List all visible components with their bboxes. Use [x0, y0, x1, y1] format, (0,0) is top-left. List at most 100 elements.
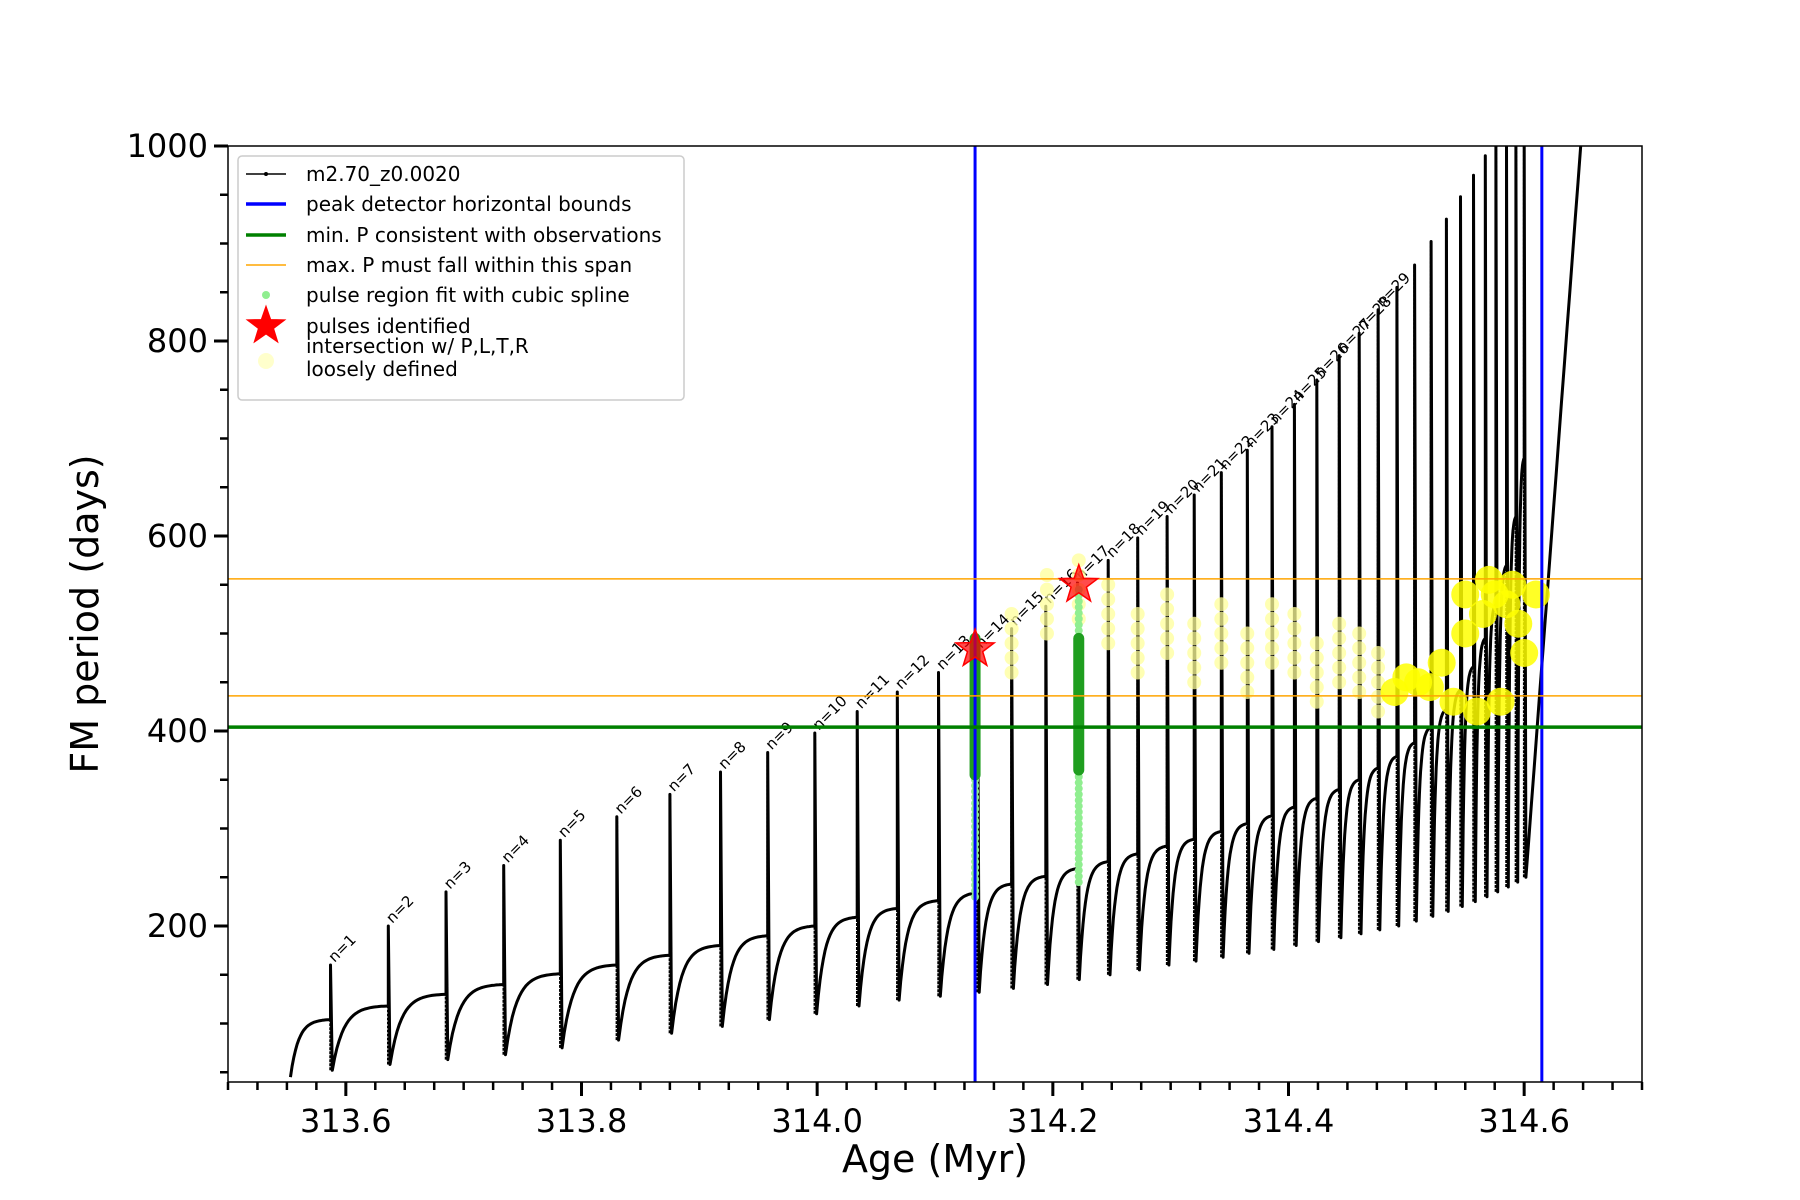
intersection-marker-6-1	[1160, 646, 1175, 660]
spline-point-2-509	[1074, 620, 1083, 629]
intersection-marker-7-4	[1187, 631, 1202, 646]
y-tick-label-4: 800	[147, 322, 208, 360]
intersection-marker-15-3	[1371, 675, 1386, 690]
legend-label-3: min. P consistent with observations	[306, 223, 662, 247]
intersection-marker-1-3	[1004, 636, 1019, 651]
intersection-blob-10	[1486, 687, 1515, 716]
intersection-marker-14-4	[1352, 641, 1367, 656]
x-tick-label-1: 313.6	[300, 1102, 392, 1140]
intersection-marker-1-4	[1004, 621, 1019, 636]
legend-label-6: pulses identified	[306, 314, 471, 338]
x-tick-label-5: 314.4	[1243, 1102, 1335, 1140]
intersection-marker-9-2	[1240, 670, 1255, 685]
intersection-marker-5-5	[1130, 607, 1145, 621]
intersection-marker-13-1	[1332, 675, 1347, 690]
intersection-marker-11-2	[1287, 650, 1302, 665]
intersection-marker-5-2	[1130, 650, 1145, 665]
legend-swatch-marker-1	[264, 172, 268, 176]
intersection-marker-2-5	[1039, 568, 1054, 582]
y-tick-label-1: 200	[147, 907, 208, 945]
pulse-identified-star-2	[1057, 562, 1100, 603]
spline-point-2-287	[1074, 837, 1083, 846]
intersection-blob-4	[1451, 619, 1480, 648]
pulse-identified-star-1	[953, 626, 997, 668]
spline-point-2-263	[1074, 860, 1083, 869]
intersection-marker-6-2	[1160, 631, 1175, 646]
legend-label-1: m2.70_z0.0020	[306, 162, 461, 186]
y-tick-label-2: 400	[147, 712, 208, 750]
intersection-blob-9	[1510, 639, 1539, 667]
intersection-marker-4-5	[1101, 577, 1116, 592]
intersection-marker-15-5	[1371, 646, 1386, 660]
spline-point-2-329	[1074, 796, 1083, 805]
intersection-marker-4-3	[1101, 607, 1116, 621]
spline-point-2-311	[1074, 813, 1083, 822]
spline-point-2-335	[1074, 790, 1083, 799]
intersection-marker-10-2	[1265, 641, 1280, 656]
intersection-marker-1-2	[1004, 650, 1019, 665]
intersection-marker-13-5	[1332, 616, 1347, 631]
intersection-marker-12-1	[1309, 694, 1324, 709]
y-axis-label: FM period (days)	[63, 454, 107, 773]
legend-label-7: intersection w/ P,L,T,R	[306, 334, 529, 358]
intersection-marker-10-1	[1265, 655, 1280, 670]
intersection-marker-11-5	[1287, 607, 1302, 621]
intersection-blob-8	[1504, 609, 1533, 638]
intersection-marker-2-2	[1039, 611, 1054, 626]
x-tick-label-2: 313.8	[536, 1102, 628, 1140]
intersection-marker-12-4	[1309, 650, 1324, 665]
axes: 313.6 313.8 314.0 314.2 314.4 314.6 200 400 600 8…	[127, 127, 1644, 1140]
intersection-marker-9-4	[1240, 641, 1255, 656]
spline-point-2-515	[1074, 614, 1083, 623]
intersection-marker-13-4	[1332, 631, 1347, 646]
intersection-marker-1-1	[1004, 665, 1019, 680]
intersection-marker-13-3	[1332, 646, 1347, 660]
intersection-marker-14-3	[1352, 655, 1367, 670]
intersection-marker-11-3	[1287, 636, 1302, 651]
intersection-marker-4-2	[1101, 621, 1116, 636]
intersection-blob-11	[1463, 697, 1492, 726]
intersection-marker-8-2	[1214, 641, 1229, 656]
intersection-marker-10-3	[1265, 626, 1280, 641]
x-tick-label-4: 314.2	[1007, 1102, 1099, 1140]
intersection-marker-2-4	[1039, 582, 1054, 597]
spline-point-2-323	[1074, 802, 1083, 811]
intersection-marker-9-1	[1240, 685, 1255, 699]
intersection-blob-12	[1439, 687, 1468, 716]
intersection-marker-14-1	[1352, 685, 1367, 699]
legend-swatch-6	[245, 304, 287, 344]
intersection-marker-9-5	[1240, 626, 1255, 641]
legend-box	[237, 155, 685, 401]
intersection-blob-3	[1427, 648, 1456, 677]
intersection-marker-5-4	[1130, 621, 1145, 636]
intersection-marker-5-3	[1130, 636, 1145, 651]
intersection-marker-8-3	[1214, 626, 1229, 641]
intersection-marker-15-4	[1371, 660, 1386, 675]
spline-point-2-257	[1074, 866, 1083, 875]
legend-label-5: pulse region fit with cubic spline	[306, 283, 630, 307]
spline-point-2-533	[1074, 597, 1083, 606]
intersection-blob-13	[1415, 673, 1444, 702]
intersection-blob-15	[1451, 580, 1480, 609]
intersection-marker-2-1	[1039, 626, 1054, 641]
spline-point-2-305	[1074, 819, 1083, 828]
intersection-marker-12-5	[1309, 636, 1324, 651]
legend-label-7-line2: loosely defined	[306, 357, 458, 381]
intersection-marker-9-3	[1240, 655, 1255, 670]
spline-point-2-251	[1074, 872, 1083, 881]
intersection-blob-16	[1474, 565, 1503, 594]
intersection-marker-8-5	[1214, 597, 1229, 612]
intersection-marker-10-4	[1265, 611, 1280, 626]
spline-point-2-347	[1074, 778, 1083, 787]
intersection-marker-14-5	[1352, 626, 1367, 641]
spline-point-2-299	[1074, 825, 1083, 834]
intersection-marker-6-3	[1160, 616, 1175, 631]
intersection-marker-10-5	[1265, 597, 1280, 612]
legend-swatch-5	[262, 291, 270, 299]
spline-point-2-503	[1074, 626, 1083, 635]
spline-point-2-245	[1074, 878, 1083, 887]
intersection-marker-3-5	[1071, 553, 1086, 568]
intersection-marker-1-5	[1004, 607, 1019, 621]
intersection-marker-4-1	[1101, 636, 1116, 651]
